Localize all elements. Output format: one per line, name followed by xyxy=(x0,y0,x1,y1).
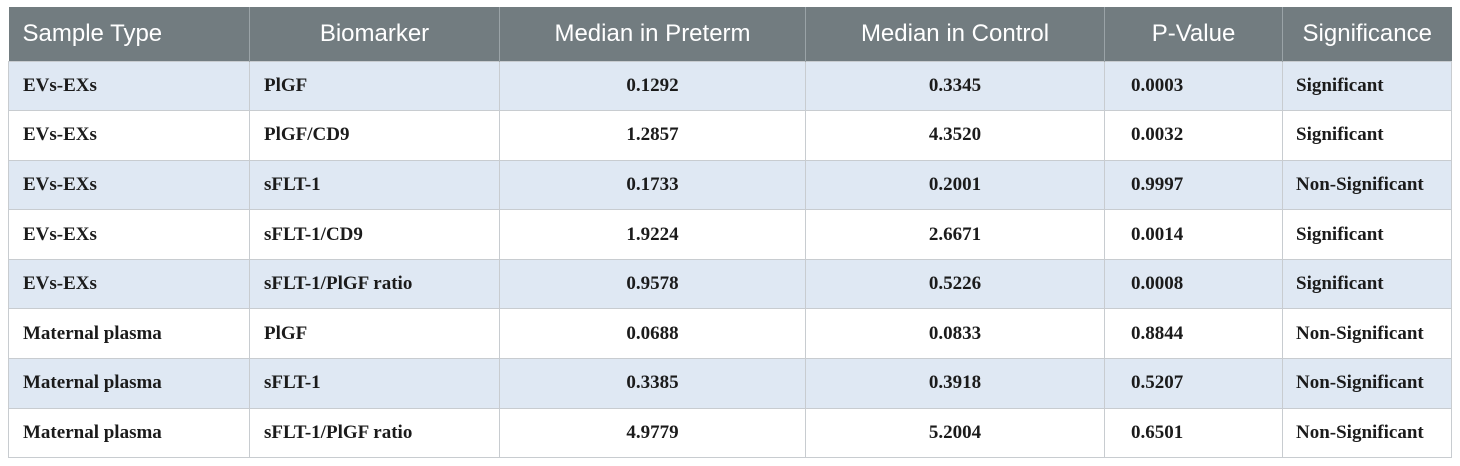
cell-significance: Significant xyxy=(1282,209,1452,260)
cell-biomarker: sFLT-1/PlGF ratio xyxy=(249,258,500,310)
cell-median-preterm: 1.9224 xyxy=(499,209,806,260)
cell-p-value: 0.0014 xyxy=(1104,209,1283,260)
table-row: Maternal plasma PlGF 0.0688 0.0833 0.884… xyxy=(8,308,1452,360)
cell-significance: Non-Significant xyxy=(1282,407,1452,459)
cell-sample-type: EVs-EXs xyxy=(8,60,250,112)
header-p-value: P-Value xyxy=(1104,7,1283,61)
cell-sample-type: EVs-EXs xyxy=(8,159,250,211)
biomarker-table: Sample Type Biomarker Median in Preterm … xyxy=(8,7,1452,459)
cell-median-control: 0.3345 xyxy=(805,60,1105,112)
cell-biomarker: sFLT-1 xyxy=(249,358,500,409)
table-row: EVs-EXs sFLT-1 0.1733 0.2001 0.9997 Non-… xyxy=(8,159,1452,211)
cell-median-control: 0.3918 xyxy=(805,358,1105,409)
cell-median-preterm: 0.3385 xyxy=(499,358,806,409)
cell-p-value: 0.5207 xyxy=(1104,358,1283,409)
cell-median-control: 4.3520 xyxy=(805,110,1105,161)
header-biomarker: Biomarker xyxy=(249,7,500,61)
header-median-preterm: Median in Preterm xyxy=(499,7,806,61)
cell-sample-type: Maternal plasma xyxy=(8,358,250,409)
cell-biomarker: PlGF/CD9 xyxy=(249,110,500,161)
cell-median-control: 0.2001 xyxy=(805,159,1105,211)
cell-biomarker: sFLT-1/PlGF ratio xyxy=(249,407,500,459)
cell-sample-type: EVs-EXs xyxy=(8,110,250,161)
cell-biomarker: sFLT-1/CD9 xyxy=(249,209,500,260)
cell-significance: Non-Significant xyxy=(1282,308,1452,360)
table-header-row: Sample Type Biomarker Median in Preterm … xyxy=(8,7,1452,61)
cell-median-control: 0.5226 xyxy=(805,258,1105,310)
cell-biomarker: sFLT-1 xyxy=(249,159,500,211)
table-row: EVs-EXs PlGF/CD9 1.2857 4.3520 0.0032 Si… xyxy=(8,110,1452,161)
table-row: Maternal plasma sFLT-1/PlGF ratio 4.9779… xyxy=(8,407,1452,459)
cell-median-preterm: 4.9779 xyxy=(499,407,806,459)
cell-p-value: 0.8844 xyxy=(1104,308,1283,360)
table-row: EVs-EXs sFLT-1/PlGF ratio 0.9578 0.5226 … xyxy=(8,258,1452,310)
cell-p-value: 0.6501 xyxy=(1104,407,1283,459)
cell-median-preterm: 0.0688 xyxy=(499,308,806,360)
table-row: EVs-EXs sFLT-1/CD9 1.9224 2.6671 0.0014 … xyxy=(8,209,1452,260)
table-row: Maternal plasma sFLT-1 0.3385 0.3918 0.5… xyxy=(8,358,1452,409)
header-significance: Significance xyxy=(1282,7,1452,61)
cell-significance: Non-Significant xyxy=(1282,159,1452,211)
cell-p-value: 0.0032 xyxy=(1104,110,1283,161)
header-sample-type: Sample Type xyxy=(8,7,250,61)
cell-sample-type: Maternal plasma xyxy=(8,308,250,360)
header-median-control: Median in Control xyxy=(805,7,1105,61)
cell-biomarker: PlGF xyxy=(249,60,500,112)
cell-p-value: 0.0008 xyxy=(1104,258,1283,310)
cell-median-preterm: 0.1292 xyxy=(499,60,806,112)
cell-sample-type: EVs-EXs xyxy=(8,209,250,260)
cell-sample-type: EVs-EXs xyxy=(8,258,250,310)
cell-median-control: 2.6671 xyxy=(805,209,1105,260)
cell-significance: Significant xyxy=(1282,60,1452,112)
cell-p-value: 0.0003 xyxy=(1104,60,1283,112)
table-row: EVs-EXs PlGF 0.1292 0.3345 0.0003 Signif… xyxy=(8,60,1452,112)
cell-p-value: 0.9997 xyxy=(1104,159,1283,211)
cell-significance: Non-Significant xyxy=(1282,358,1452,409)
cell-median-control: 5.2004 xyxy=(805,407,1105,459)
cell-median-preterm: 0.9578 xyxy=(499,258,806,310)
cell-sample-type: Maternal plasma xyxy=(8,407,250,459)
cell-biomarker: PlGF xyxy=(249,308,500,360)
data-table-container: Sample Type Biomarker Median in Preterm … xyxy=(8,7,1452,459)
cell-median-control: 0.0833 xyxy=(805,308,1105,360)
cell-significance: Significant xyxy=(1282,258,1452,310)
cell-median-preterm: 1.2857 xyxy=(499,110,806,161)
cell-significance: Significant xyxy=(1282,110,1452,161)
cell-median-preterm: 0.1733 xyxy=(499,159,806,211)
